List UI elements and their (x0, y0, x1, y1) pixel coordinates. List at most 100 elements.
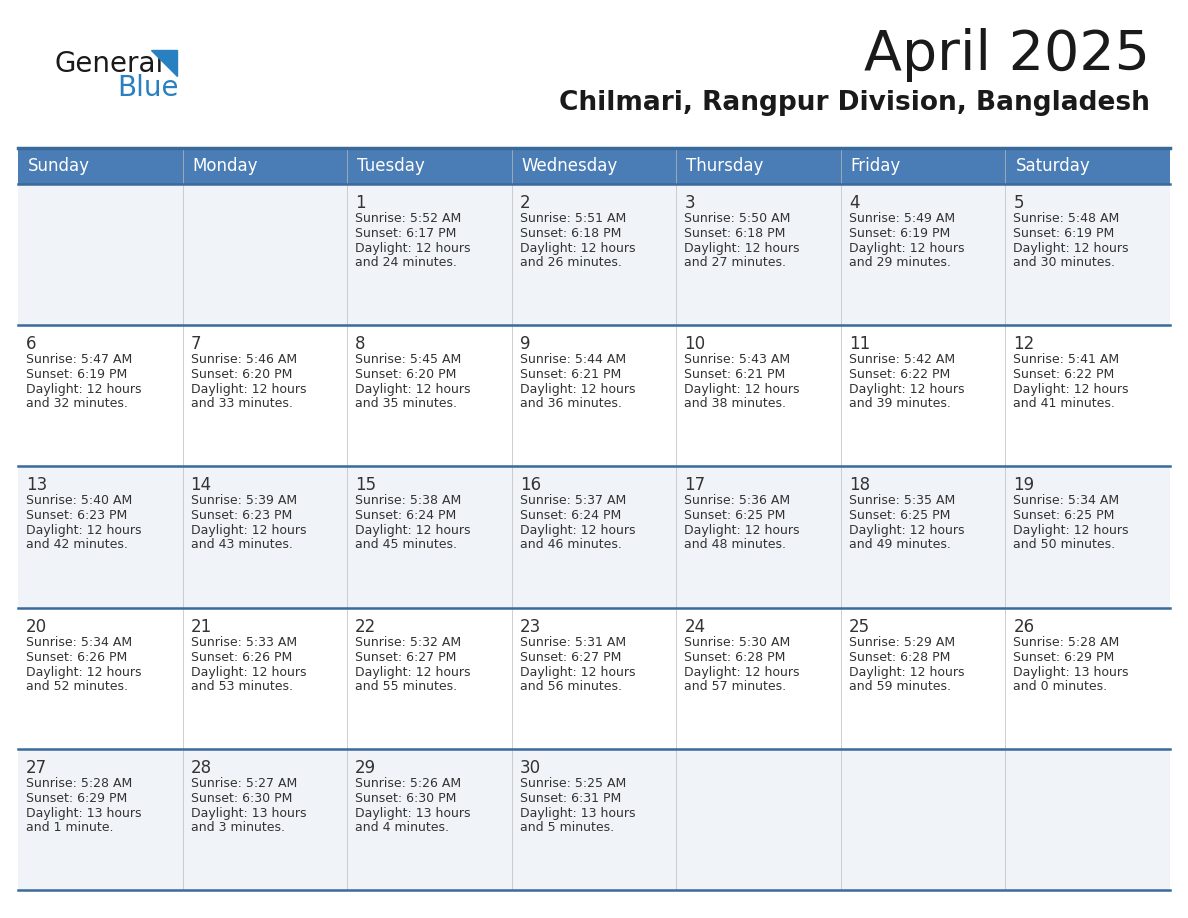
Text: Sunset: 6:20 PM: Sunset: 6:20 PM (190, 368, 292, 381)
Text: Sunset: 6:28 PM: Sunset: 6:28 PM (684, 651, 785, 664)
Text: Sunrise: 5:26 AM: Sunrise: 5:26 AM (355, 777, 461, 789)
Text: 4: 4 (849, 194, 859, 212)
Bar (18, 466, 1170, 608)
Text: Sunset: 6:23 PM: Sunset: 6:23 PM (26, 509, 127, 522)
Text: 29: 29 (355, 759, 377, 777)
Text: Daylight: 13 hours: Daylight: 13 hours (26, 807, 141, 820)
Text: Daylight: 13 hours: Daylight: 13 hours (519, 807, 636, 820)
Text: Sunset: 6:19 PM: Sunset: 6:19 PM (1013, 227, 1114, 240)
Text: 28: 28 (190, 759, 211, 777)
Text: 5: 5 (1013, 194, 1024, 212)
Text: Daylight: 12 hours: Daylight: 12 hours (684, 524, 800, 537)
Text: Sunrise: 5:37 AM: Sunrise: 5:37 AM (519, 495, 626, 508)
Text: Sunrise: 5:43 AM: Sunrise: 5:43 AM (684, 353, 790, 366)
Text: 11: 11 (849, 335, 870, 353)
Bar (18, 749, 1170, 890)
Text: Sunset: 6:31 PM: Sunset: 6:31 PM (519, 792, 621, 805)
Text: Sunset: 6:17 PM: Sunset: 6:17 PM (355, 227, 456, 240)
Text: Sunrise: 5:42 AM: Sunrise: 5:42 AM (849, 353, 955, 366)
Text: 7: 7 (190, 335, 201, 353)
Text: 19: 19 (1013, 476, 1035, 495)
Text: Sunrise: 5:35 AM: Sunrise: 5:35 AM (849, 495, 955, 508)
Text: Sunset: 6:29 PM: Sunset: 6:29 PM (1013, 651, 1114, 664)
Text: Sunrise: 5:47 AM: Sunrise: 5:47 AM (26, 353, 132, 366)
Text: Sunrise: 5:34 AM: Sunrise: 5:34 AM (26, 635, 132, 649)
Text: Sunset: 6:30 PM: Sunset: 6:30 PM (190, 792, 292, 805)
Text: Sunset: 6:22 PM: Sunset: 6:22 PM (849, 368, 950, 381)
Text: Sunrise: 5:25 AM: Sunrise: 5:25 AM (519, 777, 626, 789)
Text: 27: 27 (26, 759, 48, 777)
Text: Sunset: 6:29 PM: Sunset: 6:29 PM (26, 792, 127, 805)
Text: 24: 24 (684, 618, 706, 635)
Text: Sunrise: 5:28 AM: Sunrise: 5:28 AM (1013, 635, 1119, 649)
Text: Sunrise: 5:38 AM: Sunrise: 5:38 AM (355, 495, 461, 508)
Text: Sunrise: 5:27 AM: Sunrise: 5:27 AM (190, 777, 297, 789)
Text: Sunset: 6:25 PM: Sunset: 6:25 PM (1013, 509, 1114, 522)
Text: Daylight: 12 hours: Daylight: 12 hours (684, 666, 800, 678)
Text: and 0 minutes.: and 0 minutes. (1013, 679, 1107, 692)
Text: Sunrise: 5:50 AM: Sunrise: 5:50 AM (684, 212, 791, 225)
Text: 6: 6 (26, 335, 37, 353)
Text: April 2025: April 2025 (864, 28, 1150, 82)
Text: Sunday: Sunday (29, 157, 90, 175)
Text: 15: 15 (355, 476, 377, 495)
Text: Sunset: 6:25 PM: Sunset: 6:25 PM (849, 509, 950, 522)
Text: 30: 30 (519, 759, 541, 777)
Text: Daylight: 12 hours: Daylight: 12 hours (355, 242, 470, 255)
Text: Sunset: 6:30 PM: Sunset: 6:30 PM (355, 792, 456, 805)
Text: and 50 minutes.: and 50 minutes. (1013, 538, 1116, 552)
Text: Sunset: 6:26 PM: Sunset: 6:26 PM (26, 651, 127, 664)
Text: Sunrise: 5:39 AM: Sunrise: 5:39 AM (190, 495, 297, 508)
Text: Daylight: 12 hours: Daylight: 12 hours (26, 666, 141, 678)
Text: 25: 25 (849, 618, 870, 635)
Text: Daylight: 13 hours: Daylight: 13 hours (190, 807, 307, 820)
Text: and 45 minutes.: and 45 minutes. (355, 538, 457, 552)
Text: Daylight: 12 hours: Daylight: 12 hours (519, 666, 636, 678)
Text: General: General (55, 50, 164, 78)
Bar (18, 148, 1170, 184)
Text: 1: 1 (355, 194, 366, 212)
Bar (18, 184, 1170, 325)
Text: Daylight: 12 hours: Daylight: 12 hours (190, 524, 307, 537)
Text: Sunset: 6:18 PM: Sunset: 6:18 PM (684, 227, 785, 240)
Text: 13: 13 (26, 476, 48, 495)
Text: and 49 minutes.: and 49 minutes. (849, 538, 950, 552)
Text: Sunrise: 5:29 AM: Sunrise: 5:29 AM (849, 635, 955, 649)
Text: 26: 26 (1013, 618, 1035, 635)
Text: and 59 minutes.: and 59 minutes. (849, 679, 950, 692)
Text: 12: 12 (1013, 335, 1035, 353)
Text: and 41 minutes.: and 41 minutes. (1013, 397, 1116, 410)
Text: 21: 21 (190, 618, 211, 635)
Text: Sunrise: 5:46 AM: Sunrise: 5:46 AM (190, 353, 297, 366)
Text: Daylight: 13 hours: Daylight: 13 hours (1013, 666, 1129, 678)
Text: and 46 minutes.: and 46 minutes. (519, 538, 621, 552)
Text: Daylight: 12 hours: Daylight: 12 hours (355, 383, 470, 397)
Text: Sunrise: 5:34 AM: Sunrise: 5:34 AM (1013, 495, 1119, 508)
Text: 18: 18 (849, 476, 870, 495)
Text: and 27 minutes.: and 27 minutes. (684, 256, 786, 269)
Text: Daylight: 12 hours: Daylight: 12 hours (684, 242, 800, 255)
Text: and 3 minutes.: and 3 minutes. (190, 821, 285, 834)
Text: Daylight: 12 hours: Daylight: 12 hours (684, 383, 800, 397)
Text: and 24 minutes.: and 24 minutes. (355, 256, 457, 269)
Text: Daylight: 12 hours: Daylight: 12 hours (190, 666, 307, 678)
Text: Sunset: 6:27 PM: Sunset: 6:27 PM (355, 651, 456, 664)
Text: Sunrise: 5:30 AM: Sunrise: 5:30 AM (684, 635, 790, 649)
Text: and 43 minutes.: and 43 minutes. (190, 538, 292, 552)
Text: Daylight: 12 hours: Daylight: 12 hours (190, 383, 307, 397)
Text: Sunrise: 5:32 AM: Sunrise: 5:32 AM (355, 635, 461, 649)
Text: Daylight: 12 hours: Daylight: 12 hours (849, 242, 965, 255)
Text: and 53 minutes.: and 53 minutes. (190, 679, 292, 692)
Text: Sunset: 6:21 PM: Sunset: 6:21 PM (684, 368, 785, 381)
Text: and 36 minutes.: and 36 minutes. (519, 397, 621, 410)
Text: and 1 minute.: and 1 minute. (26, 821, 114, 834)
Text: and 48 minutes.: and 48 minutes. (684, 538, 786, 552)
Text: Daylight: 12 hours: Daylight: 12 hours (1013, 524, 1129, 537)
Text: Daylight: 12 hours: Daylight: 12 hours (355, 524, 470, 537)
Text: Monday: Monday (192, 157, 258, 175)
Text: Daylight: 12 hours: Daylight: 12 hours (519, 524, 636, 537)
Text: Sunset: 6:22 PM: Sunset: 6:22 PM (1013, 368, 1114, 381)
Text: 23: 23 (519, 618, 541, 635)
Text: Daylight: 12 hours: Daylight: 12 hours (1013, 383, 1129, 397)
Text: 9: 9 (519, 335, 530, 353)
